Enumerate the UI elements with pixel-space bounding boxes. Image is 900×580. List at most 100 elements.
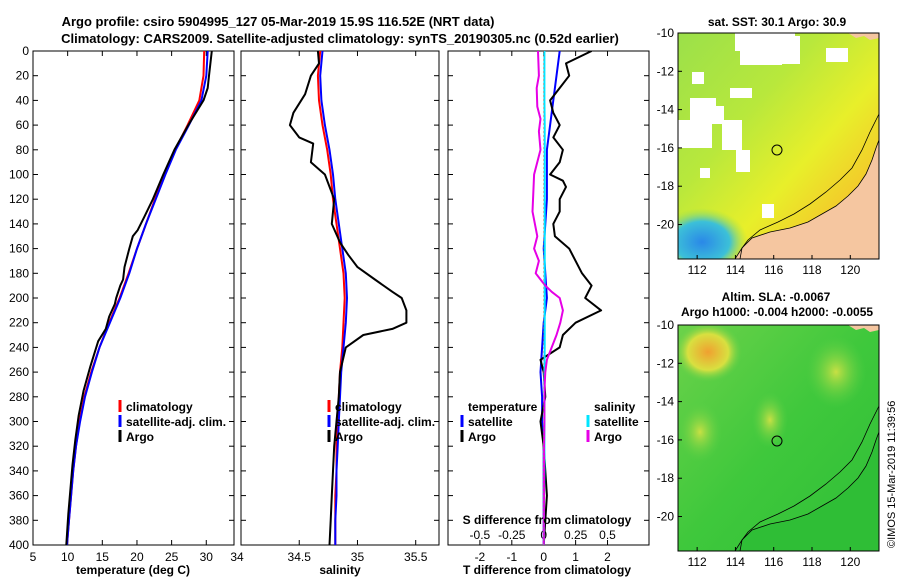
map-y-tick-label: -18	[657, 179, 675, 193]
sst-float-marker	[771, 144, 783, 156]
legend-label-satellite-adj: satellite-adj. clim.	[126, 415, 226, 429]
map-x-tick-label: 112	[688, 555, 707, 569]
y-tick-label: 80	[16, 143, 30, 157]
x-tick-label: 1	[572, 550, 579, 564]
x-tick-label: 30	[200, 550, 214, 564]
sst-map-title: sat. SST: 30.1 Argo: 30.9	[708, 15, 847, 29]
x-tick-label: 35.5	[404, 550, 428, 564]
sla-float-marker	[771, 435, 783, 447]
series-line-salinity-argo	[531, 51, 564, 545]
map-x-tick-label: 118	[802, 555, 821, 569]
sla-high-patch	[678, 325, 742, 382]
y-tick-label: 100	[9, 168, 29, 182]
map-x-tick-label: 112	[688, 263, 707, 277]
x-tick-label: 20	[130, 550, 144, 564]
y-tick-label: 180	[9, 266, 29, 280]
legend-header-salinity: salinity	[594, 400, 636, 414]
series-line-climatology	[316, 51, 346, 545]
sst-shelf-contour	[739, 113, 879, 259]
difference-legend: temperature satellite Argo salinity sate…	[460, 400, 639, 444]
map-x-tick-label: 120	[840, 263, 860, 277]
y-tick-label: 200	[9, 291, 29, 305]
map-x-tick-label: 116	[764, 555, 783, 569]
temperature-series-group	[65, 51, 213, 545]
series-line-argo	[288, 51, 408, 545]
axis-ticks: 5 10 15 20 25 30 34020406080100120140160180200…	[9, 44, 649, 564]
map-y-tick-label: -10	[657, 26, 675, 40]
temperature-legend: climatology satellite-adj. clim. Argo	[118, 400, 226, 444]
salinity-legend: climatology satellite-adj. clim. Argo	[327, 400, 435, 444]
sla-shelf-area	[735, 432, 879, 551]
map-x-tick-label: 120	[840, 555, 860, 569]
sst-land-north	[848, 33, 879, 40]
x-tick-label: 0	[540, 550, 547, 564]
map-y-tick-label: -16	[657, 433, 675, 447]
salinity-xlabel: salinity	[319, 563, 361, 577]
y-tick-label: 120	[9, 192, 29, 206]
y-tick-label: 240	[9, 340, 29, 354]
legend-label-t-argo: Argo	[468, 430, 496, 444]
x-tick-label: -1	[506, 550, 517, 564]
sla-map-frame	[677, 324, 880, 552]
y-tick-label: 360	[9, 489, 29, 503]
imos-credit: ©IMOS 15-Mar-2019 11:39:56	[886, 401, 898, 548]
sla-map-title2: Argo h1000: -0.004 h2000: -0.0055	[681, 305, 873, 319]
x-tick-label: 25	[165, 550, 179, 564]
legend-label-s-argo: Argo	[594, 430, 622, 444]
figure-title-line2: Climatology: CARS2009. Satellite-adjuste…	[61, 31, 619, 46]
difference-top-xlabel: S difference from climatology	[463, 513, 632, 527]
series-line-climatology	[66, 51, 206, 545]
y-tick-label: 320	[9, 439, 29, 453]
sst-missing-data	[678, 33, 848, 242]
salinity-series-group	[288, 51, 408, 545]
x-tick-label: 10	[61, 550, 75, 564]
temperature-xlabel: temperature (deg C)	[76, 563, 190, 577]
legend-header-temperature: temperature	[468, 400, 538, 414]
y-tick-label: 280	[9, 390, 29, 404]
sst-map-frame	[677, 32, 880, 260]
top-x-tick-label: -0.25	[498, 528, 526, 542]
map-x-tick-label: 116	[764, 263, 783, 277]
map-y-tick-label: -12	[657, 64, 675, 78]
legend-label-argo: Argo	[335, 430, 363, 444]
y-tick-label: 400	[9, 538, 29, 552]
map-y-tick-label: -12	[657, 356, 675, 370]
y-tick-label: 140	[9, 217, 29, 231]
y-tick-label: 260	[9, 365, 29, 379]
legend-label-argo: Argo	[126, 430, 154, 444]
y-tick-label: 220	[9, 316, 29, 330]
y-tick-label: 20	[16, 69, 30, 83]
top-x-tick-label: 0.25	[564, 528, 588, 542]
top-x-tick-label: 0.5	[599, 528, 616, 542]
sst-map	[678, 33, 879, 259]
difference-xlabel: T difference from climatology	[463, 563, 631, 577]
y-tick-label: 40	[16, 93, 30, 107]
figure-title-line1: Argo profile: csiro 5904995_127 05-Mar-2…	[62, 14, 495, 29]
y-tick-label: 160	[9, 242, 29, 256]
salinity-panel	[240, 50, 440, 546]
sla-map-ticks: 112 114 116 118 120 -10 -12 -14 -16 -18 -20	[657, 318, 861, 569]
sst-coastline	[734, 139, 879, 259]
sla-patch-east	[806, 336, 866, 408]
y-tick-label: 380	[9, 513, 29, 527]
sla-shelf-contour	[739, 405, 879, 551]
y-tick-label: 0	[22, 44, 29, 58]
legend-label-s-satellite: satellite	[594, 415, 639, 429]
y-tick-label: 60	[16, 118, 30, 132]
map-y-tick-label: -16	[657, 141, 675, 155]
x-tick-label: 5	[30, 550, 37, 564]
series-line-satellite-adj-clim-	[319, 51, 348, 545]
map-x-tick-label: 114	[726, 555, 745, 569]
sla-patch-center	[752, 392, 788, 448]
y-tick-label: 340	[9, 464, 29, 478]
sla-map	[678, 325, 879, 551]
sla-land-north	[848, 325, 879, 332]
sst-land	[735, 140, 879, 259]
legend-label-climatology: climatology	[335, 400, 402, 414]
difference-panel	[447, 50, 650, 546]
sst-map-ticks: 112 114 116 118 120 -10 -12 -14 -16 -18 -20	[657, 26, 861, 277]
top-x-tick-label: -0.5	[470, 528, 491, 542]
difference-series-group	[531, 51, 603, 545]
sla-patch-west	[678, 402, 722, 462]
